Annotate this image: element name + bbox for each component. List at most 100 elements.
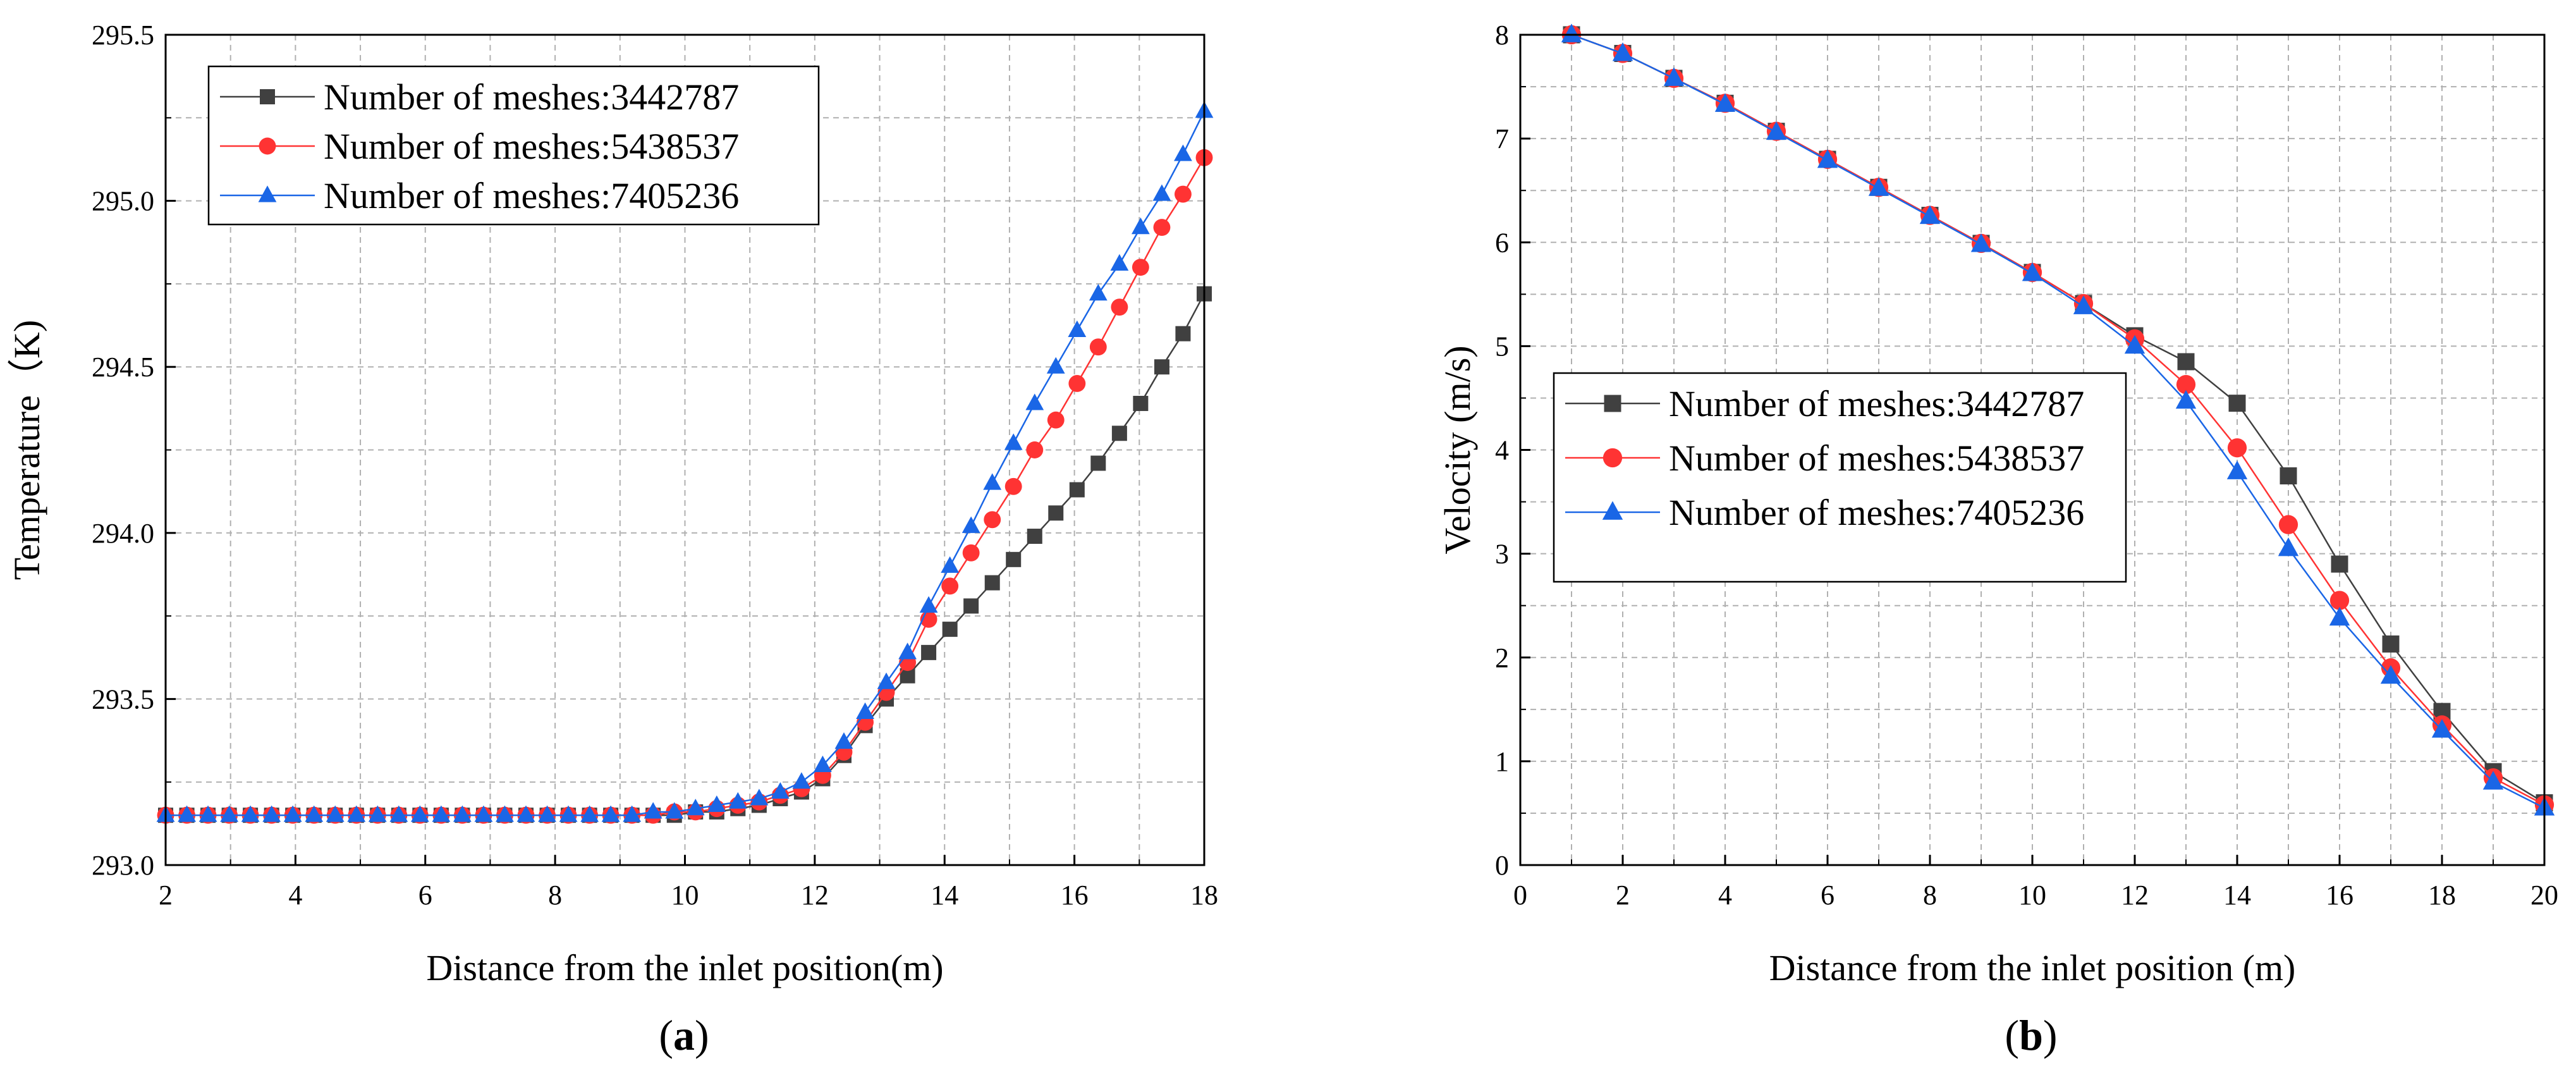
data-point [2175,390,2197,409]
legend-entry: Number of meshes:7405236 [1669,492,2084,533]
data-point [644,802,662,819]
legend-entry: Number of meshes:7405236 [324,175,739,216]
data-point [1133,395,1149,411]
x-tick-label: 14 [931,880,958,911]
data-point [538,805,556,822]
x-tick-label: 16 [1061,880,1089,911]
data-point [2278,515,2298,534]
y-tick-label: 7 [1495,123,1509,154]
data-point [198,805,217,822]
data-point [1612,42,1633,61]
data-point [2331,555,2348,573]
data-point [2329,606,2350,626]
data-point [1111,298,1128,316]
data-point [389,805,408,822]
legend-entry: Number of meshes:5438537 [1669,438,2084,479]
data-point [2124,335,2146,354]
data-point [2176,374,2196,395]
y-tick-label: 294.5 [92,352,154,383]
data-point [1069,482,1085,498]
data-point [2177,353,2195,371]
data-point [1004,433,1023,450]
data-point [1006,551,1022,567]
data-point [1919,205,1941,224]
data-point [984,575,1000,591]
data-point [559,805,578,822]
data-point [1068,320,1087,338]
data-point [453,805,472,822]
data-point [771,782,790,799]
data-point [1153,219,1171,236]
data-point [1714,93,1736,112]
y-tick-label: 6 [1495,227,1509,258]
data-point [347,805,366,822]
data-point [962,544,980,562]
data-point [432,805,451,822]
caption-b-letter: b [2019,1011,2043,1059]
x-tick-label: 12 [801,880,829,911]
data-point [877,672,896,689]
data-point [983,473,1002,490]
y-tick-label: 5 [1495,331,1509,362]
x-tick-label: 8 [548,880,562,911]
data-point [1111,426,1127,441]
data-point [1025,393,1044,410]
x-tick-label: 18 [2428,880,2456,911]
data-point [1152,184,1171,201]
data-point [728,792,747,809]
x-tick-label: 12 [2121,880,2149,911]
x-tick-label: 4 [288,880,302,911]
data-point [921,644,937,660]
data-point [1561,23,1582,42]
data-point [686,799,705,816]
data-point [1046,357,1065,374]
y-tick-label: 0 [1495,850,1509,881]
data-point [856,702,874,719]
x-tick-label: 6 [1821,880,1834,911]
y-tick-label: 294.0 [92,518,154,549]
x-tick-label: 2 [159,880,173,911]
legend-marker [1602,448,1623,468]
x-tick-label: 6 [418,880,432,911]
data-point [1026,441,1044,458]
y-tick-label: 2 [1495,642,1509,673]
data-point [283,805,302,822]
data-point [750,789,769,806]
data-point [1027,529,1042,544]
data-point [2278,537,2299,556]
data-point [241,805,260,822]
data-point [1766,121,1787,140]
y-tick-label: 293.0 [92,850,154,881]
caption-a: (a) [659,1011,709,1059]
data-point [474,805,493,822]
data-point [2226,460,2248,479]
data-point [984,511,1001,529]
data-point [2382,635,2400,653]
data-point [792,772,811,789]
legend-entry: Number of meshes:5438537 [324,126,739,167]
data-point [2228,395,2246,412]
data-point [516,805,535,822]
legend-marker [258,185,277,202]
series-b-3 [1561,23,2555,816]
data-point [1174,185,1192,203]
data-point [410,805,429,822]
data-point [178,805,196,822]
x-axis-label-a: Distance from the inlet position(m) [426,947,943,988]
x-tick-label: 14 [2223,880,2251,911]
data-point [220,805,239,822]
data-point [1048,505,1064,521]
y-tick-label: 293.5 [92,684,154,715]
data-point [941,577,959,595]
data-point [898,642,917,660]
legend-marker [1602,501,1623,520]
caption-a-letter: a [673,1011,695,1059]
chart-panel-a: 2 4 6 8 10 12 14 16 18 293.0 293.5 294.0 294.5 295.0 2… [6,20,1218,1059]
series-line [1571,34,2545,806]
data-point [2227,438,2247,458]
data-point [961,516,980,533]
y-tick-label: 295.0 [92,186,154,217]
data-point [601,805,620,822]
